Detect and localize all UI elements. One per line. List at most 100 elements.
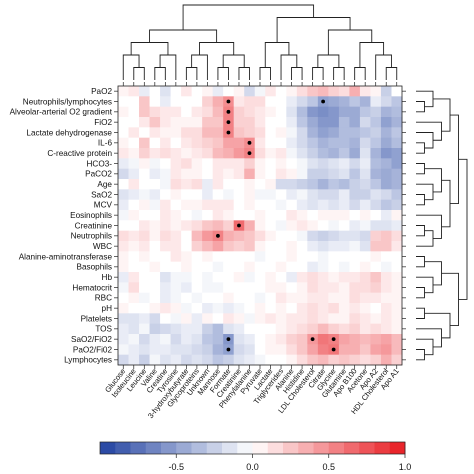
colorbar-swatch (252, 442, 269, 454)
heatmap-cell (338, 344, 350, 356)
heatmap-cell (328, 354, 340, 366)
heatmap-cell (391, 292, 403, 304)
heatmap-cell (212, 210, 224, 221)
heatmap-cell (139, 168, 150, 180)
dendrogram-branch (416, 163, 425, 175)
heatmap-cell (391, 210, 403, 221)
heatmap-cell (391, 272, 403, 283)
heatmap-cell (359, 313, 371, 325)
heatmap-cell (317, 354, 329, 366)
heatmap-cell (349, 241, 361, 252)
heatmap-cell (160, 230, 171, 242)
significance-dot (226, 347, 231, 352)
heatmap-cell (317, 303, 329, 314)
heatmap-cell (328, 303, 340, 314)
heatmap-cell (286, 282, 298, 294)
heatmap-cell (328, 210, 340, 221)
heatmap-cell (160, 168, 171, 180)
heatmap-cell (380, 323, 392, 335)
heatmap-cell (317, 313, 329, 325)
heatmap-cell (328, 158, 340, 170)
heatmap-cell (160, 158, 171, 170)
heatmap-cell (317, 220, 329, 232)
colorbar-swatch (115, 442, 131, 454)
heatmap-cell (380, 230, 392, 242)
heatmap-cell (286, 179, 298, 190)
heatmap-cell (191, 168, 203, 180)
heatmap-cell (202, 282, 214, 294)
heatmap-cell (349, 158, 361, 170)
heatmap-cell (181, 96, 193, 108)
heatmap-cell (212, 220, 224, 232)
heatmap-cell (202, 117, 214, 128)
heatmap-cell (170, 168, 182, 180)
heatmap-cell (160, 117, 171, 128)
heatmap-cell (391, 199, 403, 211)
heatmap-cell (370, 106, 382, 118)
heatmap-cell (170, 344, 182, 356)
heatmap-cell (223, 179, 235, 190)
heatmap-cell (233, 189, 245, 201)
heatmap-cell (380, 199, 392, 211)
dendrogram-branch (458, 158, 468, 300)
heatmap-cell (286, 168, 298, 180)
heatmap-cell (307, 272, 319, 283)
heatmap-cell (254, 241, 266, 252)
colorbar-swatch (130, 442, 147, 454)
row-label: Creatinine (75, 221, 113, 230)
heatmap-cell (118, 344, 129, 356)
heatmap-cell (391, 282, 403, 294)
heatmap-cell (317, 344, 329, 356)
heatmap-cell (338, 303, 350, 314)
heatmap-cell (265, 230, 277, 242)
heatmap-cell (265, 313, 277, 325)
heatmap-cell (370, 354, 382, 366)
heatmap-cell (328, 313, 340, 325)
heatmap-cell (223, 261, 235, 273)
heatmap-cell (202, 261, 214, 273)
heatmap-cell (118, 158, 129, 170)
heatmap-cell (128, 272, 140, 283)
heatmap-cell (128, 241, 140, 252)
heatmap-cell (128, 148, 140, 159)
heatmap-cell (160, 199, 171, 211)
heatmap-cell (265, 137, 277, 149)
heatmap-cell (359, 323, 371, 335)
row-label: Alanine-aminotransferase (19, 252, 113, 261)
heatmap-cell (160, 303, 171, 314)
heatmap-cell (170, 334, 182, 345)
row-label: Alveolar-arterial O2 gradient (10, 108, 113, 117)
heatmap-cell (265, 158, 277, 170)
heatmap-cell (359, 272, 371, 283)
heatmap-cell (380, 313, 392, 325)
heatmap-cell (349, 282, 361, 294)
heatmap-cell (160, 334, 171, 345)
heatmap-cell (254, 230, 266, 242)
heatmap-cell (149, 334, 161, 345)
heatmap-cell (118, 272, 129, 283)
heatmap-cell (296, 323, 308, 335)
heatmap-cell (286, 199, 298, 211)
heatmap-cell (233, 168, 245, 180)
heatmap-cell (128, 158, 140, 170)
heatmap-cell (254, 158, 266, 170)
heatmap-cell (149, 210, 161, 221)
heatmap-cell (212, 158, 224, 170)
heatmap-cell (349, 220, 361, 232)
row-label: IL-6 (98, 139, 113, 148)
heatmap-cell (317, 168, 329, 180)
heatmap-cell (359, 137, 371, 149)
heatmap-cell (370, 344, 382, 356)
heatmap-cell (118, 106, 129, 118)
heatmap-cell (149, 117, 161, 128)
heatmap-cell (244, 210, 256, 221)
heatmap-cell (307, 313, 319, 325)
heatmap-cell (380, 179, 392, 190)
heatmap-cell (244, 292, 256, 304)
row-label: Lymphocytes (64, 356, 112, 365)
dendrogram-branch (130, 42, 169, 55)
heatmap-cell (349, 303, 361, 314)
heatmap-cell (275, 251, 287, 263)
heatmap-cell (223, 323, 235, 335)
